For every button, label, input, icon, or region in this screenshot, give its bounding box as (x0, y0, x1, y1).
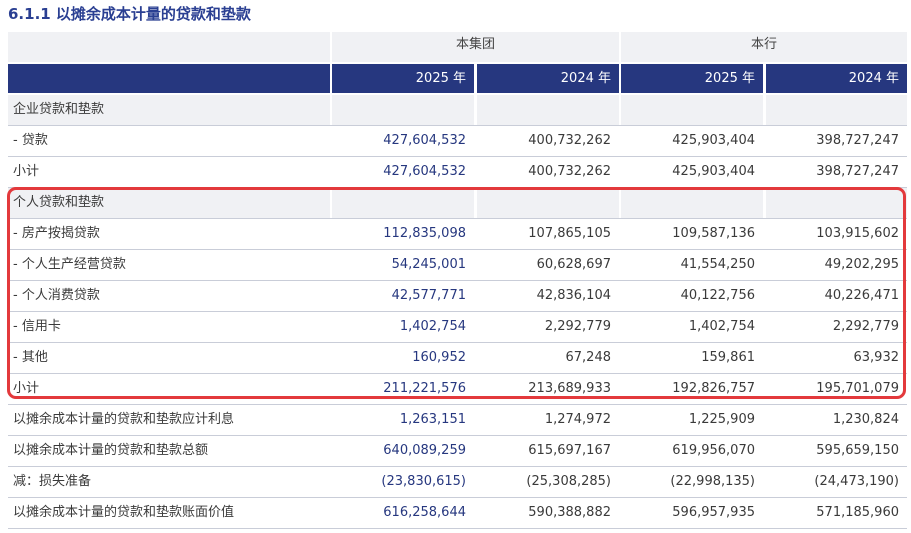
row-divider (8, 404, 907, 405)
header-blank (8, 32, 330, 62)
section-title: 6.1.1 以摊余成本计量的贷款和垫款 (8, 5, 251, 23)
row-value: 427,604,532 (383, 133, 466, 148)
row-value: 41,554,250 (680, 257, 755, 272)
row-value (477, 95, 619, 125)
year-header-blank (8, 64, 330, 93)
row-label: 企业贷款和垫款 (8, 95, 330, 125)
row-divider (8, 497, 907, 498)
year-header: 2025 年 (332, 64, 474, 93)
row-value: 54,245,001 (391, 257, 466, 272)
row-value: 109,587,136 (672, 226, 755, 241)
row-value: 595,659,150 (816, 443, 899, 458)
row-label: - 个人消费贷款 (13, 288, 100, 303)
row-value: 160,952 (412, 350, 466, 365)
row-divider (8, 280, 907, 281)
row-value: 1,274,972 (544, 412, 611, 427)
row-value (477, 188, 619, 218)
row-value (332, 95, 474, 125)
row-divider (8, 156, 907, 157)
row-divider (8, 466, 907, 467)
group-header: 本集团 (332, 32, 619, 62)
row-label: 以摊余成本计量的贷款和垫款账面价值 (13, 505, 235, 520)
row-label: 减：损失准备 (13, 474, 92, 489)
row-divider (8, 342, 907, 343)
row-value: 616,258,644 (383, 505, 466, 520)
row-value (332, 188, 474, 218)
row-label: - 个人生产经营贷款 (13, 257, 126, 272)
year-header: 2024 年 (766, 64, 907, 93)
row-value (766, 188, 907, 218)
year-header: 2024 年 (477, 64, 619, 93)
row-divider (8, 373, 907, 374)
row-value: 571,185,960 (816, 505, 899, 520)
row-value: 1,402,754 (399, 319, 466, 334)
row-value (766, 95, 907, 125)
row-label: - 贷款 (13, 133, 48, 148)
row-value: 425,903,404 (672, 164, 755, 179)
row-value: 619,956,070 (672, 443, 755, 458)
row-label: - 房产按揭贷款 (13, 226, 100, 241)
row-value: 112,835,098 (383, 226, 466, 241)
row-value: 1,402,754 (688, 319, 755, 334)
row-divider (8, 249, 907, 250)
row-value: 590,388,882 (528, 505, 611, 520)
row-divider (8, 125, 907, 126)
year-header: 2025 年 (621, 64, 763, 93)
row-value: 40,122,756 (680, 288, 755, 303)
row-label: 以摊余成本计量的贷款和垫款应计利息 (13, 412, 235, 427)
row-value: 195,701,079 (816, 381, 899, 396)
row-value: (24,473,190) (814, 474, 899, 489)
row-value: (22,998,135) (670, 474, 755, 489)
row-value: 213,689,933 (528, 381, 611, 396)
row-value: 49,202,295 (824, 257, 899, 272)
row-value: 42,836,104 (536, 288, 611, 303)
row-value: 211,221,576 (383, 381, 466, 396)
row-value: 615,697,167 (528, 443, 611, 458)
row-divider (8, 435, 907, 436)
row-value: 159,861 (701, 350, 755, 365)
row-value: 1,263,151 (399, 412, 466, 427)
row-value: (25,308,285) (526, 474, 611, 489)
row-value (621, 95, 763, 125)
row-value: 2,292,779 (544, 319, 611, 334)
row-value: 60,628,697 (536, 257, 611, 272)
row-value: 400,732,262 (528, 133, 611, 148)
row-divider (8, 528, 907, 529)
row-value: 400,732,262 (528, 164, 611, 179)
row-value (621, 188, 763, 218)
row-label: - 信用卡 (13, 319, 61, 334)
row-value: 398,727,247 (816, 164, 899, 179)
row-value: 192,826,757 (672, 381, 755, 396)
group-header: 本行 (621, 32, 907, 62)
row-value: 103,915,602 (816, 226, 899, 241)
row-value: 596,957,935 (672, 505, 755, 520)
row-label: 小计 (13, 164, 40, 179)
row-label: - 其他 (13, 350, 48, 365)
row-label: 小计 (13, 381, 40, 396)
row-value: 427,604,532 (383, 164, 466, 179)
row-value: 42,577,771 (391, 288, 466, 303)
row-value: (23,830,615) (381, 474, 466, 489)
row-value: 640,089,259 (383, 443, 466, 458)
row-value: 107,865,105 (528, 226, 611, 241)
row-value: 40,226,471 (824, 288, 899, 303)
row-label: 个人贷款和垫款 (8, 188, 330, 218)
row-value: 67,248 (565, 350, 612, 365)
row-value: 425,903,404 (672, 133, 755, 148)
row-divider (8, 218, 907, 219)
row-value: 2,292,779 (832, 319, 899, 334)
row-value: 63,932 (853, 350, 900, 365)
row-value: 398,727,247 (816, 133, 899, 148)
row-label: 以摊余成本计量的贷款和垫款总额 (13, 443, 209, 458)
row-divider (8, 311, 907, 312)
row-value: 1,230,824 (832, 412, 899, 427)
row-value: 1,225,909 (688, 412, 755, 427)
